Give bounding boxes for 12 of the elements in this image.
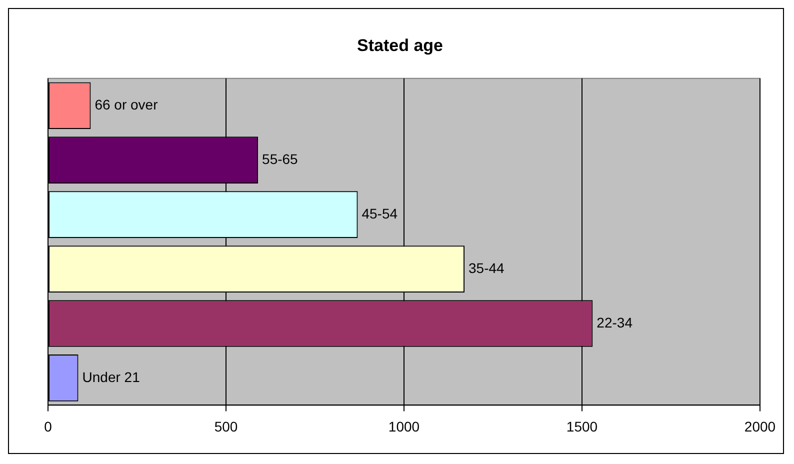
y-tick-label: 55-65 xyxy=(262,150,298,167)
y-tick-label: Under 21 xyxy=(82,368,140,385)
x-tick-label: 500 xyxy=(214,418,238,434)
x-tick-label: 1000 xyxy=(388,418,420,434)
y-tick-label: 35-44 xyxy=(468,260,505,276)
y-tick-label: 22-34 xyxy=(596,314,633,330)
y-tick-label: 45-54 xyxy=(362,205,398,222)
chart-title: Stated age xyxy=(357,36,443,55)
x-tick-label: 1500 xyxy=(566,418,598,434)
x-tick-label: 0 xyxy=(44,418,52,434)
y-tick-label: 66 or over xyxy=(94,96,158,112)
x-tick-label: 2000 xyxy=(744,418,776,434)
